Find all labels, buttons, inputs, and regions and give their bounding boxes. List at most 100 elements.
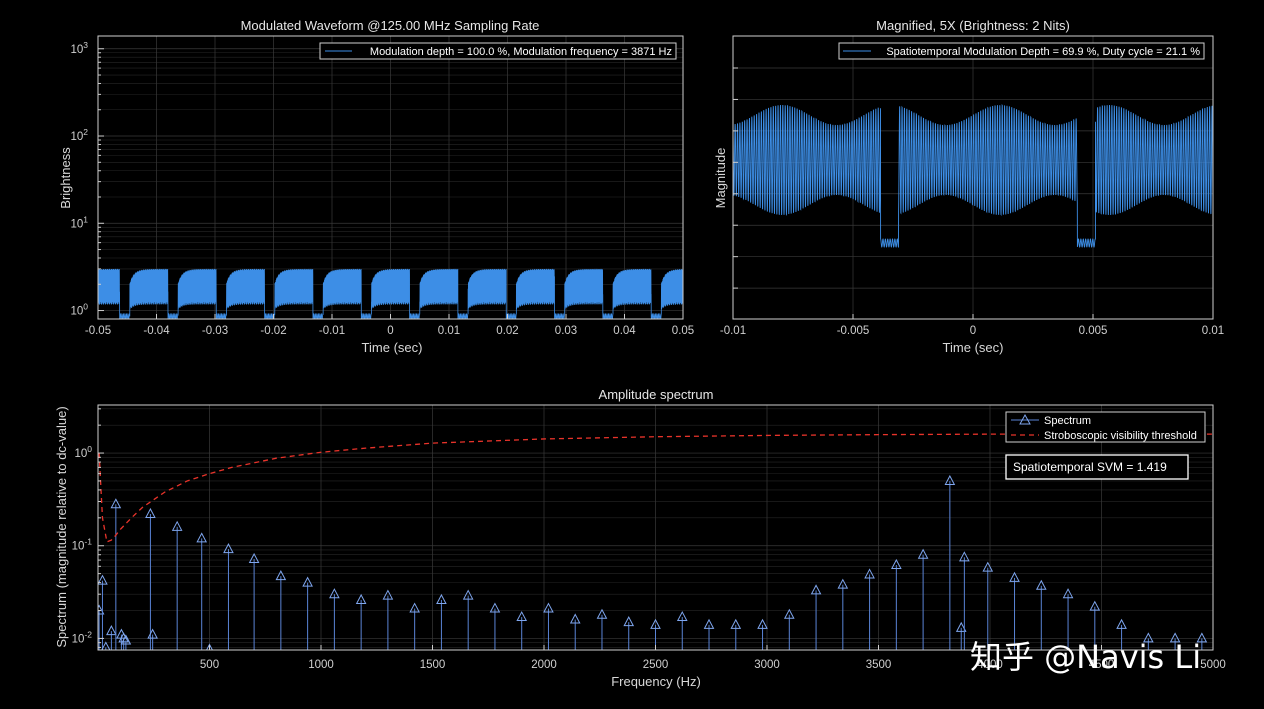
magnified-xtick-label: 0 — [970, 325, 976, 337]
waveform-xtick-label: -0.03 — [202, 325, 228, 337]
waveform-legend-label: Modulation depth = 100.0 %, Modulation f… — [370, 46, 672, 58]
magnified-xtick-label: -0.005 — [837, 325, 870, 337]
spectrum-stem-marker — [1089, 600, 1101, 611]
waveform-xtick-label: 0.05 — [672, 325, 694, 337]
magnified-xlabel: Time (sec) — [943, 340, 1004, 355]
svm-annotation: Spatiotemporal SVM = 1.419 — [1005, 454, 1189, 480]
spectrum-legend-marker — [1019, 413, 1031, 425]
waveform-ytick-label: 103 — [70, 40, 88, 56]
visibility-threshold-curve — [98, 433, 1213, 543]
waveform-xtick-label: -0.04 — [143, 325, 170, 337]
spectrum-legend: Spectrum Stroboscopic visibility thresho… — [1005, 411, 1206, 443]
waveform-plot: -0.05 -0.04 -0.03 -0.02 -0.01 0 0.01 0.02 0.03 0.… — [58, 18, 694, 355]
spectrum-stem-marker — [248, 552, 260, 563]
spectrum-stem-marker — [959, 551, 970, 562]
magnified-plot: -0.01 -0.005 0 0.005 0.01 Magnified, 5X (Bri… — [713, 18, 1224, 355]
spectrum-stem-marker — [206, 643, 213, 650]
spectrum-stem-marker — [1196, 632, 1208, 643]
spectrum-xtick-label: 5000 — [1200, 659, 1226, 671]
waveform-xtick-label: 0 — [387, 325, 393, 337]
spectrum-stem-marker — [145, 507, 156, 519]
spectrum-stem-marker — [355, 593, 367, 604]
spectrum-stem-marker — [409, 602, 420, 613]
spectrum-plot: 500 1000 1500 2000 2500 3000 3500 4000 4500 5000 1… — [54, 387, 1226, 689]
svm-annotation-text: Spatiotemporal SVM = 1.419 — [1013, 460, 1167, 474]
waveform-legend-box — [319, 42, 677, 60]
spectrum-stem-marker — [302, 576, 313, 587]
waveform-xtick-label: 0.01 — [438, 325, 460, 337]
spectrum-stem-marker — [676, 610, 688, 622]
spectrum-stem-marker — [955, 621, 967, 632]
spectrum-title: Amplitude spectrum — [599, 387, 714, 402]
spectrum-stem-marker — [1169, 632, 1181, 643]
spectrum-stem-marker — [543, 602, 554, 613]
spectrum-stem-marker — [120, 634, 132, 645]
spectrum-xtick-label: 2500 — [643, 659, 669, 671]
waveform-legend: Modulation depth = 100.0 %, Modulation f… — [319, 42, 677, 60]
spectrum-stem-marker — [329, 588, 340, 599]
spectrum-ytick-label: 10-2 — [72, 629, 93, 645]
spectrum-stem-marker — [196, 532, 208, 543]
spectrum-stem-marker — [382, 589, 394, 600]
spectrum-ytick-label: 10-1 — [72, 537, 93, 553]
spectrum-stem-marker — [703, 618, 715, 629]
waveform-ticks: -0.05 -0.04 -0.03 -0.02 -0.01 0 0.01 0.02 0.03 0.… — [70, 40, 694, 337]
spectrum-stem-marker — [147, 628, 158, 639]
waveform-title: Modulated Waveform @125.00 MHz Sampling … — [241, 18, 540, 33]
spectrum-stem-marker — [982, 561, 994, 572]
spectrum-stem-marker — [106, 625, 117, 636]
magnified-xtick-label: 0.01 — [1202, 325, 1224, 337]
waveform-ylabel: Brightness — [58, 147, 73, 209]
spectrum-legend-label: Spectrum — [1044, 415, 1091, 427]
waveform-ytick-label: 102 — [70, 127, 88, 143]
spectrum-stem-marker — [757, 618, 768, 629]
spectrum-xtick-label: 2000 — [531, 659, 557, 671]
spectrum-xtick-label: 4000 — [977, 659, 1003, 671]
waveform-xlabel: Time (sec) — [362, 340, 423, 355]
spectrum-ylabel: Spectrum (magnitude relative to dc-value… — [54, 406, 69, 647]
spectrum-ytick-label: 100 — [74, 444, 92, 460]
magnified-legend-box — [838, 42, 1205, 60]
waveform-xtick-label: -0.02 — [260, 325, 286, 337]
spectrum-stem-marker — [516, 610, 528, 622]
spectrum-stem-marker — [864, 568, 875, 579]
waveform-xtick-label: 0.04 — [613, 325, 636, 337]
magnified-legend-label: Spatiotemporal Modulation Depth = 69.9 %… — [886, 46, 1200, 58]
spectrum-stem-marker — [783, 608, 795, 619]
spectrum-stem-marker — [837, 578, 849, 589]
magnified-legend: Spatiotemporal Modulation Depth = 69.9 %… — [838, 42, 1205, 60]
spectrum-stem-marker — [171, 520, 183, 531]
spectrum-legend-box — [1005, 411, 1206, 443]
waveform-xtick-label: 0.02 — [496, 325, 518, 337]
waveform-ytick-label: 100 — [70, 302, 88, 318]
waveform-xtick-label: -0.01 — [319, 325, 345, 337]
magnified-ticks: -0.01 -0.005 0 0.005 0.01 — [720, 67, 1224, 337]
magnified-trace — [733, 103, 1213, 248]
spectrum-stem-marker — [436, 593, 447, 604]
spectrum-stem-marker — [596, 608, 608, 619]
spectrum-xtick-label: 500 — [200, 659, 219, 671]
spectrum-stem-marker — [650, 618, 661, 629]
waveform-ytick-label: 101 — [70, 214, 88, 230]
spectrum-stems — [98, 474, 1208, 650]
magnified-ylabel: Magnitude — [713, 148, 728, 209]
spectrum-stem-marker — [1142, 632, 1154, 643]
spectrum-stem-marker — [98, 574, 108, 585]
waveform-xtick-label: -0.05 — [85, 325, 111, 337]
spectrum-xtick-label: 3500 — [866, 659, 892, 671]
watermark: 知乎 @Navis Li — [970, 638, 1201, 676]
spectrum-stem-marker — [623, 616, 635, 627]
spectrum-stem-marker — [917, 548, 929, 559]
spectrum-stem-marker — [110, 498, 122, 509]
magnified-title: Magnified, 5X (Brightness: 2 Nits) — [876, 18, 1070, 33]
magnified-xtick-label: 0.005 — [1079, 325, 1108, 337]
spectrum-xtick-label: 3000 — [754, 659, 780, 671]
spectrum-stem-marker — [1062, 588, 1074, 599]
spectrum-stem-marker — [462, 589, 474, 600]
spectrum-xtick-label: 4500 — [1089, 659, 1115, 671]
spectrum-stem-marker — [223, 543, 234, 554]
waveform-xtick-label: 0.03 — [555, 325, 577, 337]
spectrum-stem-marker — [1035, 579, 1047, 590]
spectrum-ticks: 500 1000 1500 2000 2500 3000 3500 4000 4500 5000 1… — [72, 408, 1226, 671]
